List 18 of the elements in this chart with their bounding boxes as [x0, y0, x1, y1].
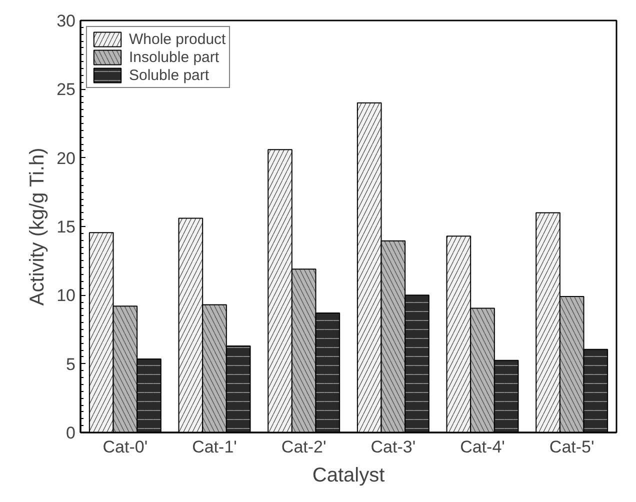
x-tick-label: Cat-2': [281, 438, 326, 456]
y-tick-label: 5: [66, 354, 76, 374]
x-tick-label: Cat-4': [460, 438, 505, 456]
y-axis-title: Activity (kg/g Ti.h): [26, 148, 49, 306]
legend-label: Soluble part: [129, 66, 210, 84]
legend-label: Whole product: [129, 30, 226, 48]
x-tick-label: Cat-1': [192, 438, 237, 456]
x-axis-title: Catalyst: [312, 464, 386, 486]
x-tick-label: Cat-3': [370, 438, 416, 456]
legend-label: Insoluble part: [129, 48, 220, 66]
y-tick-label: 15: [56, 218, 76, 236]
y-tick-label: 20: [56, 148, 76, 168]
y-tick-label: 30: [56, 12, 76, 30]
y-tick-label: 25: [56, 80, 76, 100]
y-tick-label: 10: [56, 286, 76, 306]
y-tick-label: 0: [66, 424, 76, 442]
x-tick-label: Cat-0': [102, 438, 148, 456]
x-tick-label: Cat-5': [549, 438, 594, 456]
